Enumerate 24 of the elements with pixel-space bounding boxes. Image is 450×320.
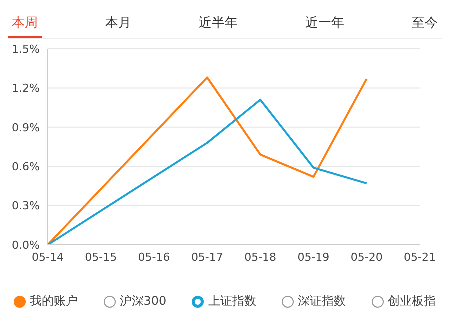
y-tick-label: 0.9% [12,121,40,134]
text: 本月 [104,15,132,33]
y-tick-label: 1.2% [12,82,40,96]
y-tick-label: 0.3% [12,200,40,213]
text: 近一年 [304,15,346,33]
x-tick-label: 05-14 [32,250,64,264]
x-tick-label: 05-21 [404,250,436,264]
legend-label: 创业板指 [388,293,436,310]
text: 至今 [411,15,439,33]
legend-label: 沪深300 [120,293,167,310]
legend-label: 我的账户 [30,293,78,310]
text: 近半年 [198,15,239,33]
x-tick-label: 05-20 [350,250,383,264]
legend-label: 上证指数 [208,293,256,310]
y-tick-label: 0.6% [12,160,40,174]
y-tick-label: 1.5% [12,42,40,56]
x-tick-label: 05-16 [138,250,170,264]
x-tick-label: 05-15 [85,250,118,264]
text: 本周 [8,8,42,38]
legend-label: 深证指数 [298,293,346,310]
x-tick-label: 05-18 [244,250,277,264]
x-tick-label: 05-17 [191,250,224,264]
y-tick-label: 0.0% [12,238,40,252]
x-tick-label: 05-19 [298,250,330,264]
